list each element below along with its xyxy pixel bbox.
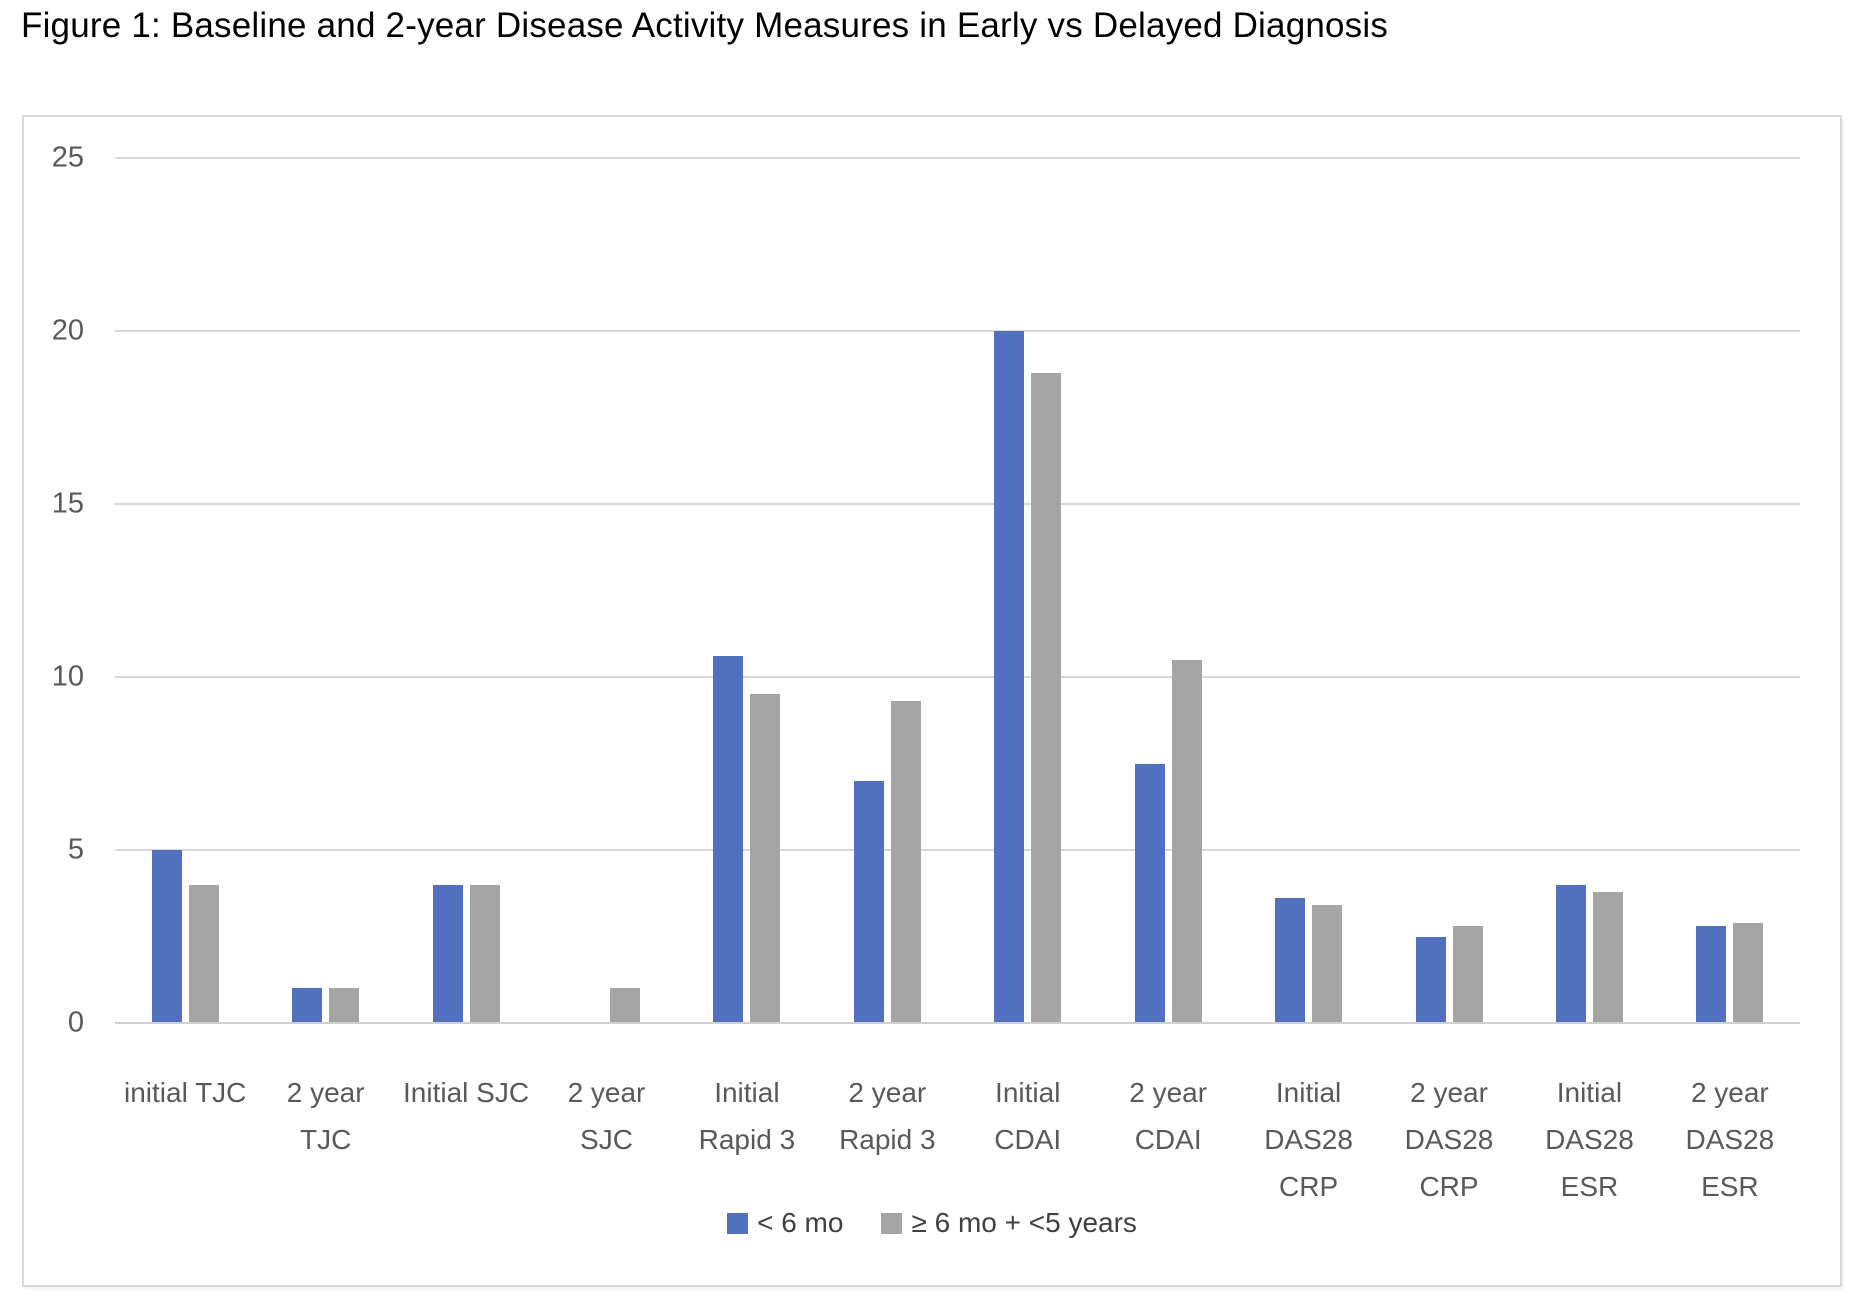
bar-series1-7 [994, 331, 1025, 1023]
bar-group-12 [1660, 158, 1800, 1023]
x-label-line: 2 year [286, 1077, 365, 1108]
bar-series1-9 [1275, 898, 1306, 1023]
bar-series1-5 [713, 656, 744, 1023]
legend-label-2: ≥ 6 mo + <5 years [911, 1207, 1137, 1238]
x-label-9: Initial DAS28 CRP [1238, 1069, 1378, 1210]
x-label-4: 2 year SJC [536, 1069, 676, 1210]
legend-item-2: ≥ 6 mo + <5 years [881, 1207, 1137, 1239]
bar-group-9 [1238, 158, 1378, 1023]
bar-series1-12 [1696, 926, 1727, 1023]
chart-frame: 0 5 10 15 20 25 initial TJC 2 year TJC Initial S… [22, 115, 1842, 1287]
x-label-line: Initial [995, 1077, 1061, 1108]
x-label-10: 2 year DAS28 CRP [1379, 1069, 1519, 1210]
bar-series1-10 [1415, 936, 1446, 1023]
x-label-line: CDAI [994, 1124, 1062, 1155]
bar-group-5 [677, 158, 817, 1023]
x-label-line: Initial [1556, 1077, 1623, 1108]
x-label-line: DAS28 [1685, 1124, 1775, 1155]
bar-series2-8 [1171, 659, 1202, 1023]
x-label-line: initial TJC [124, 1077, 247, 1108]
x-label-line: Initial [714, 1077, 780, 1108]
x-label-line: DAS28 [1264, 1124, 1353, 1155]
bar-series2-3 [469, 884, 500, 1023]
plot-area [115, 157, 1800, 1024]
x-label-line: 2 year [1129, 1077, 1208, 1108]
gridline-15 [115, 503, 1800, 505]
legend-swatch-icon [881, 1212, 903, 1234]
x-axis-line [115, 1022, 1800, 1024]
bar-series2-12 [1733, 922, 1764, 1023]
bar-series1-8 [1134, 763, 1165, 1023]
gridline-10 [115, 676, 1800, 678]
bar-series2-11 [1592, 891, 1623, 1023]
x-label-line: ESR [1560, 1171, 1619, 1202]
bar-series2-2 [329, 988, 360, 1023]
x-label-5: Initial Rapid 3 [677, 1069, 817, 1210]
bar-series1-3 [432, 884, 463, 1023]
bar-group-1 [115, 158, 255, 1023]
bar-group-4 [536, 158, 676, 1023]
x-label-11: Initial DAS28 ESR [1519, 1069, 1659, 1210]
y-tick-label-20: 20 [51, 314, 84, 347]
x-label-line: CRP [1279, 1171, 1339, 1202]
bar-group-11 [1519, 158, 1659, 1023]
x-label-line: ESR [1701, 1171, 1759, 1202]
bar-series2-9 [1312, 905, 1343, 1023]
x-label-line: 2 year [567, 1077, 646, 1108]
x-label-8: 2 year CDAI [1098, 1069, 1238, 1210]
bar-group-8 [1098, 158, 1238, 1023]
x-label-line: DAS28 [1545, 1124, 1634, 1155]
bar-group-6 [817, 158, 957, 1023]
legend-label-1: < 6 mo [757, 1207, 844, 1238]
gridline-5 [115, 849, 1800, 851]
x-label-line: 2 year [1410, 1077, 1488, 1108]
chart-legend: < 6 mo ≥ 6 mo + <5 years [24, 1207, 1840, 1239]
bar-group-7 [958, 158, 1098, 1023]
bar-group-2 [255, 158, 395, 1023]
x-label-3: Initial SJC [396, 1069, 536, 1210]
x-label-7: Initial CDAI [958, 1069, 1098, 1210]
figure-title: Figure 1: Baseline and 2-year Disease Ac… [21, 6, 1389, 45]
x-label-line: DAS28 [1404, 1124, 1494, 1155]
bar-series2-4 [609, 988, 640, 1023]
x-label-line: CDAI [1134, 1124, 1202, 1155]
x-label-line: CRP [1419, 1171, 1479, 1202]
bar-series1-6 [853, 780, 884, 1023]
legend-item-1: < 6 mo [727, 1207, 843, 1239]
gridline-25 [115, 157, 1800, 159]
x-label-12: 2 year DAS28 ESR [1660, 1069, 1800, 1210]
y-axis-tick-labels: 0 5 10 15 20 25 [44, 142, 84, 1039]
x-label-line: Rapid 3 [839, 1124, 936, 1155]
x-label-6: 2 year Rapid 3 [817, 1069, 957, 1210]
y-tick-label-10: 10 [51, 660, 84, 693]
x-label-2: 2 year TJC [255, 1069, 395, 1210]
bar-series2-1 [188, 884, 219, 1023]
x-axis-category-labels: initial TJC 2 year TJC Initial SJC 2 year SJC… [115, 1069, 1800, 1210]
y-tick-label-25: 25 [51, 141, 84, 174]
y-tick-label-15: 15 [51, 487, 84, 520]
gridline-20 [115, 330, 1800, 332]
x-label-line: TJC [299, 1124, 352, 1155]
x-label-line: 2 year [848, 1077, 927, 1108]
x-label-line: Initial [1275, 1077, 1342, 1108]
x-label-line: SJC [580, 1124, 633, 1155]
x-label-line: 2 year [1690, 1077, 1769, 1108]
bar-series2-6 [890, 701, 921, 1023]
bar-group-10 [1379, 158, 1519, 1023]
bar-series1-2 [292, 988, 323, 1023]
bar-series2-10 [1452, 926, 1483, 1023]
y-tick-label-0: 0 [67, 1006, 84, 1039]
bar-group-3 [396, 158, 536, 1023]
bar-groups [115, 158, 1800, 1023]
x-label-1: initial TJC [115, 1069, 255, 1210]
legend-swatch-icon [727, 1212, 749, 1234]
y-tick-label-5: 5 [67, 833, 84, 866]
x-label-line: Initial SJC [403, 1077, 530, 1108]
bar-series1-11 [1555, 884, 1586, 1023]
bar-series2-5 [750, 694, 781, 1023]
x-label-line: Rapid 3 [698, 1124, 796, 1155]
bar-series1-1 [151, 850, 182, 1023]
bar-series2-7 [1031, 372, 1062, 1023]
